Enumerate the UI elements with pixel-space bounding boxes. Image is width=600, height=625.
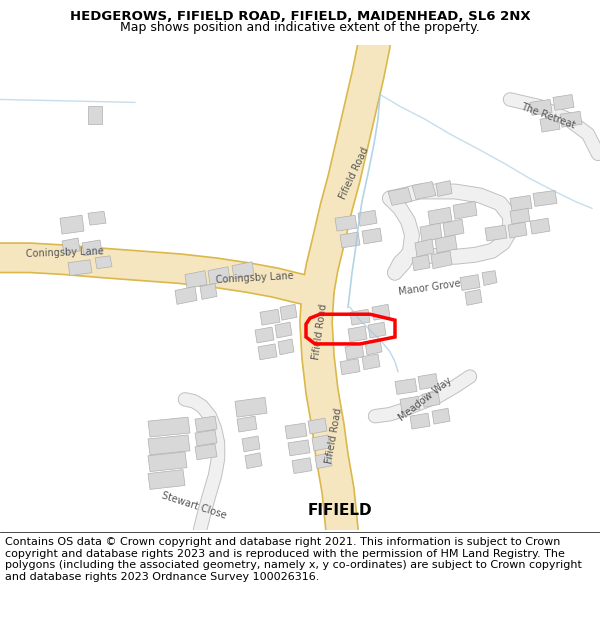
- Polygon shape: [388, 188, 412, 206]
- Polygon shape: [200, 284, 217, 299]
- Polygon shape: [508, 222, 527, 238]
- Polygon shape: [432, 408, 450, 424]
- Polygon shape: [258, 344, 277, 360]
- Polygon shape: [148, 452, 187, 472]
- Polygon shape: [368, 322, 386, 338]
- Polygon shape: [208, 267, 230, 284]
- Polygon shape: [242, 436, 260, 452]
- Polygon shape: [420, 223, 442, 242]
- Polygon shape: [510, 208, 530, 224]
- Polygon shape: [62, 238, 80, 254]
- Polygon shape: [372, 304, 390, 320]
- Polygon shape: [400, 396, 420, 412]
- Polygon shape: [428, 208, 452, 225]
- Polygon shape: [285, 423, 307, 439]
- Polygon shape: [195, 416, 217, 432]
- Polygon shape: [95, 256, 112, 269]
- Polygon shape: [431, 251, 452, 269]
- Polygon shape: [288, 440, 310, 456]
- Polygon shape: [245, 452, 262, 469]
- Polygon shape: [482, 271, 497, 286]
- Polygon shape: [345, 344, 364, 360]
- Polygon shape: [195, 430, 217, 446]
- Polygon shape: [436, 181, 452, 196]
- Polygon shape: [348, 326, 367, 342]
- Polygon shape: [275, 322, 292, 338]
- Text: Fifield Road: Fifield Road: [338, 146, 370, 201]
- Polygon shape: [465, 289, 482, 306]
- Polygon shape: [453, 201, 477, 219]
- Polygon shape: [68, 260, 92, 276]
- Polygon shape: [315, 452, 332, 469]
- Polygon shape: [280, 304, 297, 320]
- Polygon shape: [237, 416, 257, 432]
- Text: Fifield Road: Fifield Road: [311, 304, 329, 361]
- Polygon shape: [350, 309, 370, 325]
- Polygon shape: [232, 262, 254, 279]
- Text: HEDGEROWS, FIFIELD ROAD, FIFIELD, MAIDENHEAD, SL6 2NX: HEDGEROWS, FIFIELD ROAD, FIFIELD, MAIDEN…: [70, 10, 530, 23]
- Polygon shape: [410, 413, 430, 429]
- Polygon shape: [148, 435, 190, 455]
- Polygon shape: [340, 359, 360, 374]
- Polygon shape: [560, 111, 582, 127]
- Polygon shape: [530, 99, 552, 115]
- Polygon shape: [365, 339, 382, 355]
- Polygon shape: [255, 327, 274, 343]
- Text: Manor Grove: Manor Grove: [398, 278, 462, 297]
- Polygon shape: [395, 379, 417, 394]
- Polygon shape: [418, 374, 438, 389]
- Polygon shape: [510, 196, 532, 211]
- Polygon shape: [185, 271, 207, 289]
- Polygon shape: [362, 228, 382, 244]
- Polygon shape: [148, 417, 190, 437]
- Polygon shape: [422, 391, 440, 408]
- Polygon shape: [235, 398, 267, 417]
- Polygon shape: [460, 274, 480, 291]
- Polygon shape: [485, 225, 507, 241]
- Text: Meadow Way: Meadow Way: [397, 376, 454, 423]
- Text: Coningsby Lane: Coningsby Lane: [26, 246, 104, 259]
- Polygon shape: [435, 235, 457, 253]
- Text: The Retreat: The Retreat: [520, 102, 577, 131]
- Text: Contains OS data © Crown copyright and database right 2021. This information is : Contains OS data © Crown copyright and d…: [5, 537, 582, 582]
- Polygon shape: [175, 286, 197, 304]
- Polygon shape: [443, 219, 464, 237]
- Polygon shape: [553, 94, 574, 111]
- Polygon shape: [88, 211, 106, 225]
- Polygon shape: [82, 240, 102, 256]
- Text: Coningsby Lane: Coningsby Lane: [216, 271, 294, 284]
- Polygon shape: [412, 255, 430, 271]
- Polygon shape: [292, 458, 312, 474]
- Polygon shape: [60, 215, 84, 234]
- Polygon shape: [88, 106, 102, 124]
- Text: Map shows position and indicative extent of the property.: Map shows position and indicative extent…: [120, 21, 480, 34]
- Text: Stewart Close: Stewart Close: [160, 490, 227, 521]
- Polygon shape: [358, 210, 377, 226]
- Polygon shape: [540, 116, 560, 132]
- Polygon shape: [312, 435, 330, 451]
- Text: Fifield Road: Fifield Road: [324, 408, 344, 464]
- Polygon shape: [530, 218, 550, 234]
- Polygon shape: [340, 232, 360, 248]
- Polygon shape: [260, 309, 280, 325]
- Text: FIFIELD: FIFIELD: [308, 503, 373, 518]
- Polygon shape: [308, 418, 327, 434]
- Polygon shape: [335, 215, 357, 231]
- Polygon shape: [148, 469, 185, 489]
- Polygon shape: [412, 182, 436, 199]
- Polygon shape: [533, 191, 557, 206]
- Polygon shape: [415, 239, 434, 257]
- Polygon shape: [195, 444, 217, 460]
- Polygon shape: [278, 339, 294, 355]
- Polygon shape: [362, 354, 380, 369]
